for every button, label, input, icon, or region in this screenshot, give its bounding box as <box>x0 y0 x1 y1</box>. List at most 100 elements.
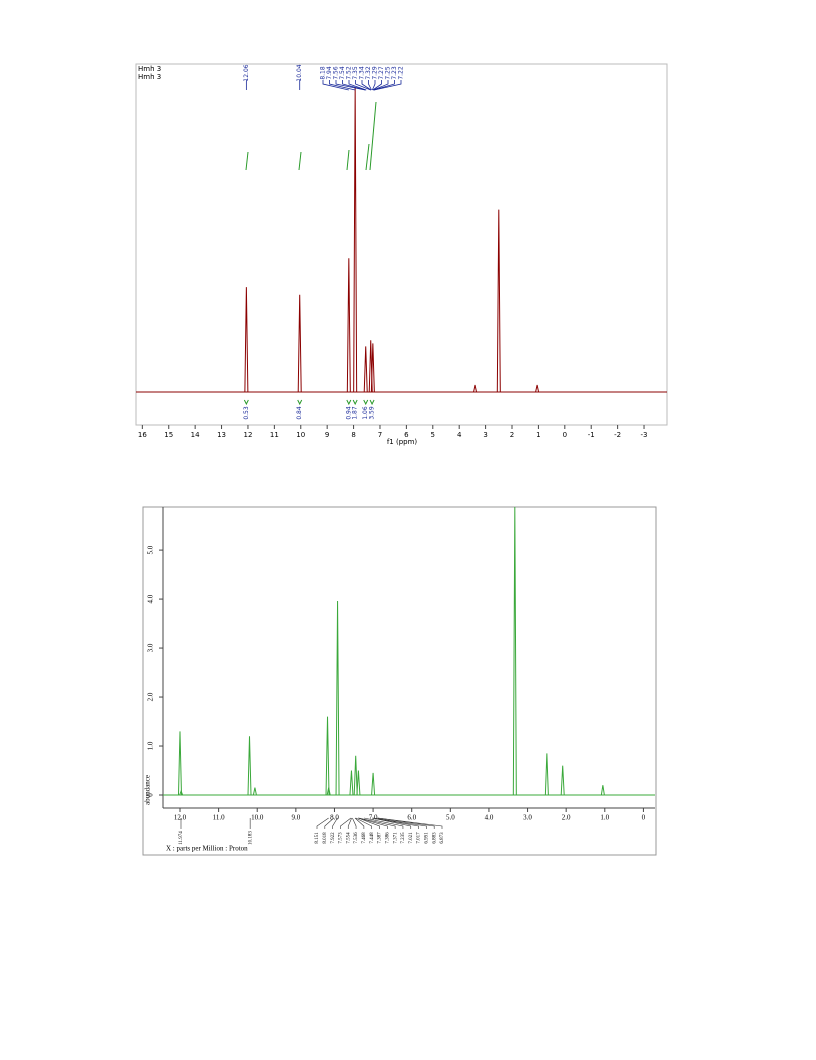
integral-label: 0.84 <box>296 406 303 420</box>
peak-pointer <box>332 817 338 829</box>
integral <box>298 151 302 171</box>
peak <box>349 770 354 796</box>
figure2-frame <box>142 506 657 856</box>
x-tick-label: 16 <box>138 431 147 439</box>
peak-label: 7.94 <box>326 66 333 80</box>
y-tick-label: 2.0 <box>147 692 155 701</box>
peak-label: 7.448 <box>370 832 375 844</box>
peak-label: 7.468 <box>362 832 367 844</box>
peak-label: 10.183 <box>248 831 253 845</box>
peak-pointer <box>340 817 352 829</box>
peak-pointer <box>348 80 367 91</box>
x-tick-label: 10 <box>296 431 305 439</box>
x-tick-label: 0 <box>642 814 646 822</box>
integral-marker <box>243 399 249 406</box>
x-tick-label: 5 <box>431 431 435 439</box>
peak <box>535 384 540 393</box>
peak-label: 12.06 <box>243 64 250 81</box>
peak-label: 7.371 <box>393 832 398 844</box>
peak-label: 7.34 <box>359 66 366 80</box>
y-axis-label: abundance <box>144 775 152 805</box>
peak <box>600 785 605 796</box>
peak-pointer <box>355 817 372 829</box>
peak <box>326 787 331 796</box>
y-tick-label: 4.0 <box>147 594 155 603</box>
x-axis-label: X : parts per Million : Proton <box>166 845 248 853</box>
x-tick-label: 5.0 <box>446 814 455 822</box>
peak-label: 7.573 <box>339 832 344 844</box>
peak <box>247 736 252 796</box>
peak-label: 7.54 <box>339 66 346 80</box>
x-axis-label: f1 (ppm) <box>387 438 418 446</box>
peak-pointer <box>322 80 349 91</box>
peak-label: 7.021 <box>409 832 414 844</box>
integral-label: 0.94 <box>345 406 352 420</box>
x-tick-label: 12.0 <box>174 814 187 822</box>
peak-label: 7.386 <box>385 832 390 844</box>
peak <box>496 209 501 393</box>
integral-label: 1.87 <box>352 406 359 420</box>
peak <box>353 755 358 796</box>
peak-label: 7.32 <box>365 66 372 80</box>
peak-pointer <box>363 817 404 829</box>
x-tick-label: 6 <box>404 431 409 439</box>
x-tick-label: 7.0 <box>369 814 378 822</box>
peak-label: 6.991 <box>425 832 430 844</box>
peak-label: 7.235 <box>401 832 406 844</box>
peak-label: 7.22 <box>398 66 405 80</box>
peak-pointer <box>335 80 366 91</box>
integral-label: 3.59 <box>369 406 376 420</box>
peak-label: 7.536 <box>354 832 359 844</box>
x-tick-label: 10.0 <box>251 814 264 822</box>
peak-label: 7.29 <box>372 66 379 80</box>
peak-label: 7.27 <box>378 66 385 80</box>
peak-pointer <box>377 817 435 829</box>
peak-label: 8.018 <box>323 832 328 844</box>
integral-marker <box>297 399 303 406</box>
peak-label: 7.35 <box>352 66 359 80</box>
x-tick-label: 2.0 <box>562 814 571 822</box>
peak-label: 6.873 <box>440 832 445 844</box>
x-tick-label: 7 <box>378 431 382 439</box>
peak-pointer <box>377 817 443 829</box>
integral <box>365 143 370 171</box>
peak-pointer <box>373 80 389 91</box>
x-tick-label: 12 <box>243 431 252 439</box>
peak-pointer <box>342 80 366 91</box>
peak <box>370 343 375 393</box>
peak <box>560 765 565 796</box>
peak <box>356 770 361 796</box>
integral <box>346 149 350 171</box>
peak-label: 7.922 <box>331 832 336 844</box>
peak-pointer <box>368 80 372 91</box>
integral-marker <box>363 399 369 406</box>
peak-pointer <box>358 817 396 829</box>
peak-pointer <box>358 817 380 829</box>
peak-pointer <box>358 817 388 829</box>
peak-pointer <box>329 80 356 91</box>
x-tick-label: -1 <box>588 431 595 439</box>
peak-label: 7.25 <box>385 66 392 80</box>
peak-pointer <box>372 80 382 91</box>
x-tick-label: 1 <box>536 431 540 439</box>
peak <box>177 731 182 796</box>
peak-pointer <box>352 817 357 829</box>
x-tick-label: 11.0 <box>213 814 225 822</box>
peak-pointer <box>354 817 365 829</box>
peak-label: 7.23 <box>391 66 398 80</box>
x-tick-label: 1.0 <box>600 814 609 822</box>
x-tick-label: 0 <box>563 431 567 439</box>
peak <box>325 716 330 796</box>
y-tick-label: 5.0 <box>147 545 155 554</box>
x-tick-label: -2 <box>614 431 621 439</box>
peak <box>335 601 340 796</box>
x-tick-label: 9 <box>325 431 329 439</box>
peak <box>179 789 184 796</box>
x-tick-label: 11 <box>270 431 279 439</box>
peak-pointer <box>361 80 372 91</box>
x-tick-label: 2 <box>510 431 514 439</box>
integral <box>245 151 249 171</box>
peak-label: 10.04 <box>296 64 303 81</box>
peak <box>363 346 368 393</box>
x-tick-label: 6.0 <box>407 814 416 822</box>
